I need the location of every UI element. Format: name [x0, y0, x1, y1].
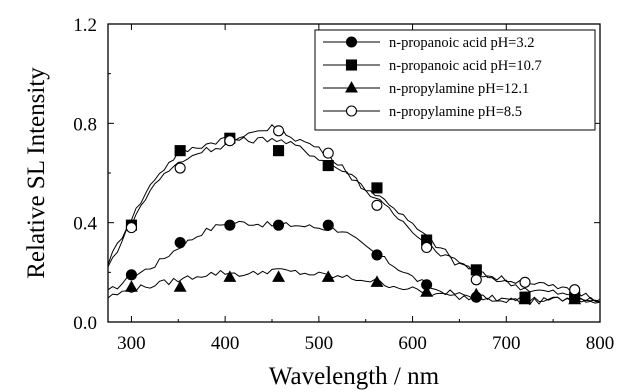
data-point-filled-triangle — [420, 285, 434, 297]
data-point-filled-triangle — [321, 270, 335, 282]
data-point-filled-triangle — [370, 275, 384, 287]
data-point-filled-triangle — [469, 287, 483, 300]
data-point-filled-triangle — [518, 292, 532, 305]
x-tick-label: 300 — [117, 333, 146, 354]
data-point-filled-square — [345, 59, 358, 71]
data-point-filled-circle — [125, 269, 137, 281]
x-tick-label: 500 — [305, 333, 334, 354]
data-point-filled-square — [322, 160, 334, 172]
curves — [107, 124, 601, 306]
y-tick-label: 0.0 — [73, 313, 97, 334]
markers — [124, 125, 582, 305]
data-point-filled-triangle — [345, 81, 358, 93]
data-point-open-circle — [519, 276, 531, 288]
data-point-open-circle — [174, 162, 186, 174]
data-point-filled-circle — [322, 219, 334, 231]
data-point-open-circle — [371, 199, 383, 211]
data-point-filled-square — [470, 264, 482, 276]
series-line — [107, 220, 601, 306]
legend-entry-label: n-propylamine pH=12.1 — [389, 81, 529, 97]
series-line — [107, 268, 601, 304]
y-tick-label: 0.4 — [73, 214, 97, 235]
data-point-filled-triangle — [223, 270, 237, 282]
legend-entry-label: n-propylamine pH=8.5 — [389, 104, 522, 120]
data-point-open-circle — [470, 274, 482, 286]
y-tick-label: 0.8 — [73, 114, 97, 135]
data-point-filled-circle — [371, 249, 383, 261]
data-point-filled-triangle — [173, 280, 187, 292]
data-point-open-circle — [421, 241, 433, 254]
data-point-open-circle — [125, 222, 137, 234]
data-point-filled-square — [273, 145, 285, 157]
x-tick-label: 600 — [398, 333, 427, 354]
data-point-open-circle — [345, 105, 358, 117]
data-point-filled-circle — [273, 219, 285, 231]
data-point-filled-triangle — [124, 280, 138, 292]
data-point-open-circle — [569, 284, 581, 296]
x-tick-label: 800 — [586, 333, 615, 354]
series-line — [107, 136, 601, 303]
data-point-filled-circle — [224, 219, 236, 231]
data-point-open-circle — [224, 135, 236, 147]
x-tick-label: 400 — [211, 333, 240, 354]
legend-entry-label: n-propanoic acid pH=3.2 — [389, 35, 534, 51]
x-tick-label: 700 — [492, 333, 521, 354]
legend-entry-label: n-propanoic acid pH=10.7 — [389, 58, 542, 74]
data-point-filled-triangle — [272, 270, 286, 282]
data-point-open-circle — [273, 125, 285, 137]
data-point-filled-circle — [345, 36, 358, 48]
legend: n-propanoic acid pH=3.2 n-propanoic acid … — [314, 29, 596, 131]
data-point-open-circle — [322, 147, 334, 159]
y-tick-label: 1.2 — [73, 15, 97, 36]
y-axis-title: Relative SL Intensity — [23, 67, 50, 279]
x-axis-title: Wavelength / nm — [269, 363, 440, 390]
data-point-filled-triangle — [568, 292, 582, 305]
legend-box — [314, 29, 596, 131]
axes: 300 400 500 600 700 800 0.0 0.4 0.8 1.2 — [73, 15, 614, 354]
series-line — [107, 124, 601, 302]
data-point-filled-circle — [174, 236, 186, 249]
data-point-filled-square — [174, 145, 186, 157]
data-point-filled-square — [371, 182, 383, 194]
